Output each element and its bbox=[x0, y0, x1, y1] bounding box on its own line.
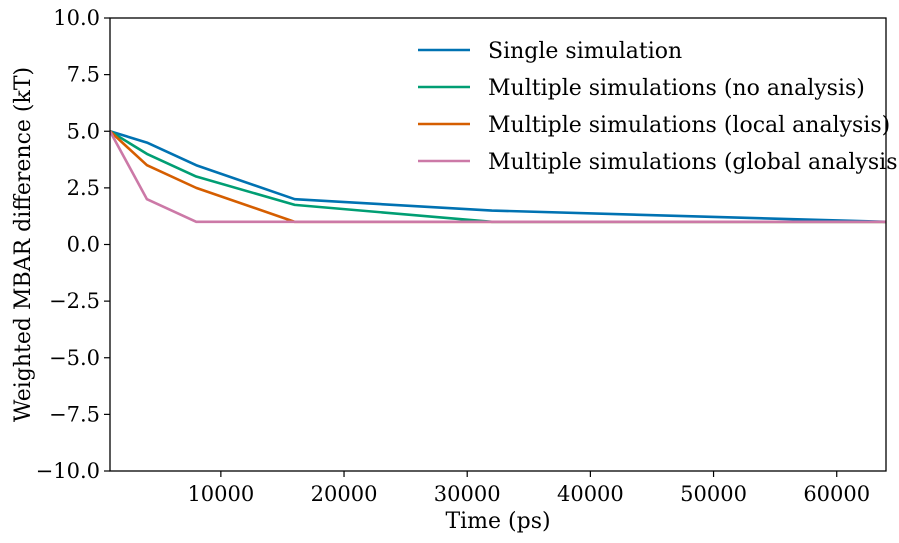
y-axis: −10.0 −7.5 −5.0 −2.5 0.0 2.5 5.0 7.5 10.0 bbox=[36, 6, 110, 483]
x-tick-label: 30000 bbox=[434, 482, 501, 506]
legend-label-3: Multiple simulations (local analysis) bbox=[488, 113, 890, 138]
series-line-1 bbox=[110, 130, 886, 224]
legend-label-2: Multiple simulations (no analysis) bbox=[488, 76, 865, 101]
y-tick-label: −5.0 bbox=[49, 346, 100, 370]
y-tick-label: 7.5 bbox=[67, 63, 100, 87]
legend-label-4: Multiple simulations (global analysis) bbox=[488, 150, 899, 175]
y-tick-label: 0.0 bbox=[67, 233, 100, 257]
y-tick-label: 5.0 bbox=[67, 119, 100, 143]
x-tick-label: 20000 bbox=[311, 482, 378, 506]
x-tick-label: 10000 bbox=[187, 482, 254, 506]
y-tick-label: −7.5 bbox=[49, 402, 100, 426]
legend: Single simulation Multiple simulations (n… bbox=[418, 39, 899, 175]
series-layer bbox=[110, 130, 886, 224]
y-tick-label: 10.0 bbox=[53, 6, 100, 30]
y-tick-label: 2.5 bbox=[67, 176, 100, 200]
series-line-4 bbox=[110, 130, 886, 224]
x-tick-label: 50000 bbox=[680, 482, 747, 506]
y-axis-title: Weighted MBAR difference (kT) bbox=[11, 67, 36, 422]
y-tick-label: −10.0 bbox=[36, 459, 100, 483]
legend-label-1: Single simulation bbox=[488, 39, 682, 64]
y-tick-label: −2.5 bbox=[49, 289, 100, 313]
x-tick-label: 40000 bbox=[557, 482, 624, 506]
x-axis-title: Time (ps) bbox=[445, 509, 550, 534]
x-tick-label: 60000 bbox=[803, 482, 870, 506]
x-axis: 10000 20000 30000 40000 50000 60000 bbox=[187, 471, 870, 506]
